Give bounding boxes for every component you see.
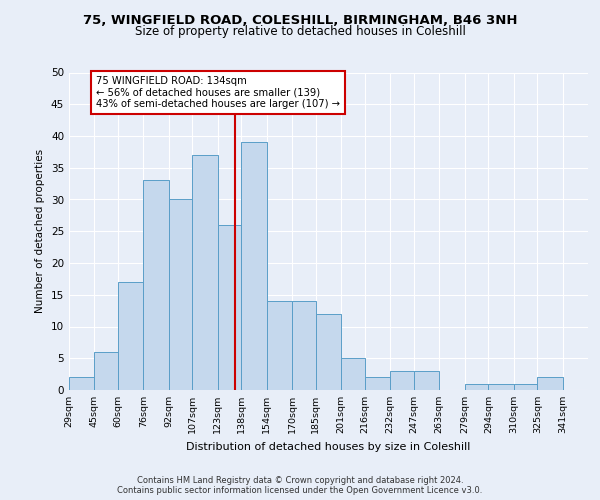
Bar bbox=[341, 358, 365, 390]
Text: 75 WINGFIELD ROAD: 134sqm
← 56% of detached houses are smaller (139)
43% of semi: 75 WINGFIELD ROAD: 134sqm ← 56% of detac… bbox=[96, 76, 340, 109]
Bar bbox=[118, 282, 143, 390]
Bar bbox=[218, 225, 241, 390]
Bar bbox=[538, 378, 563, 390]
Bar bbox=[514, 384, 538, 390]
X-axis label: Distribution of detached houses by size in Coleshill: Distribution of detached houses by size … bbox=[187, 442, 470, 452]
Bar bbox=[414, 371, 439, 390]
Bar bbox=[169, 200, 193, 390]
Bar bbox=[390, 371, 414, 390]
Bar bbox=[69, 378, 94, 390]
Bar bbox=[464, 384, 488, 390]
Text: 75, WINGFIELD ROAD, COLESHILL, BIRMINGHAM, B46 3NH: 75, WINGFIELD ROAD, COLESHILL, BIRMINGHA… bbox=[83, 14, 517, 27]
Bar bbox=[241, 142, 267, 390]
Bar bbox=[488, 384, 514, 390]
Bar bbox=[316, 314, 341, 390]
Bar bbox=[143, 180, 169, 390]
Bar bbox=[94, 352, 118, 390]
Bar bbox=[292, 301, 316, 390]
Bar bbox=[267, 301, 292, 390]
Text: Contains HM Land Registry data © Crown copyright and database right 2024.
Contai: Contains HM Land Registry data © Crown c… bbox=[118, 476, 482, 495]
Y-axis label: Number of detached properties: Number of detached properties bbox=[35, 149, 46, 314]
Bar bbox=[365, 378, 390, 390]
Text: Size of property relative to detached houses in Coleshill: Size of property relative to detached ho… bbox=[134, 25, 466, 38]
Bar bbox=[193, 155, 218, 390]
